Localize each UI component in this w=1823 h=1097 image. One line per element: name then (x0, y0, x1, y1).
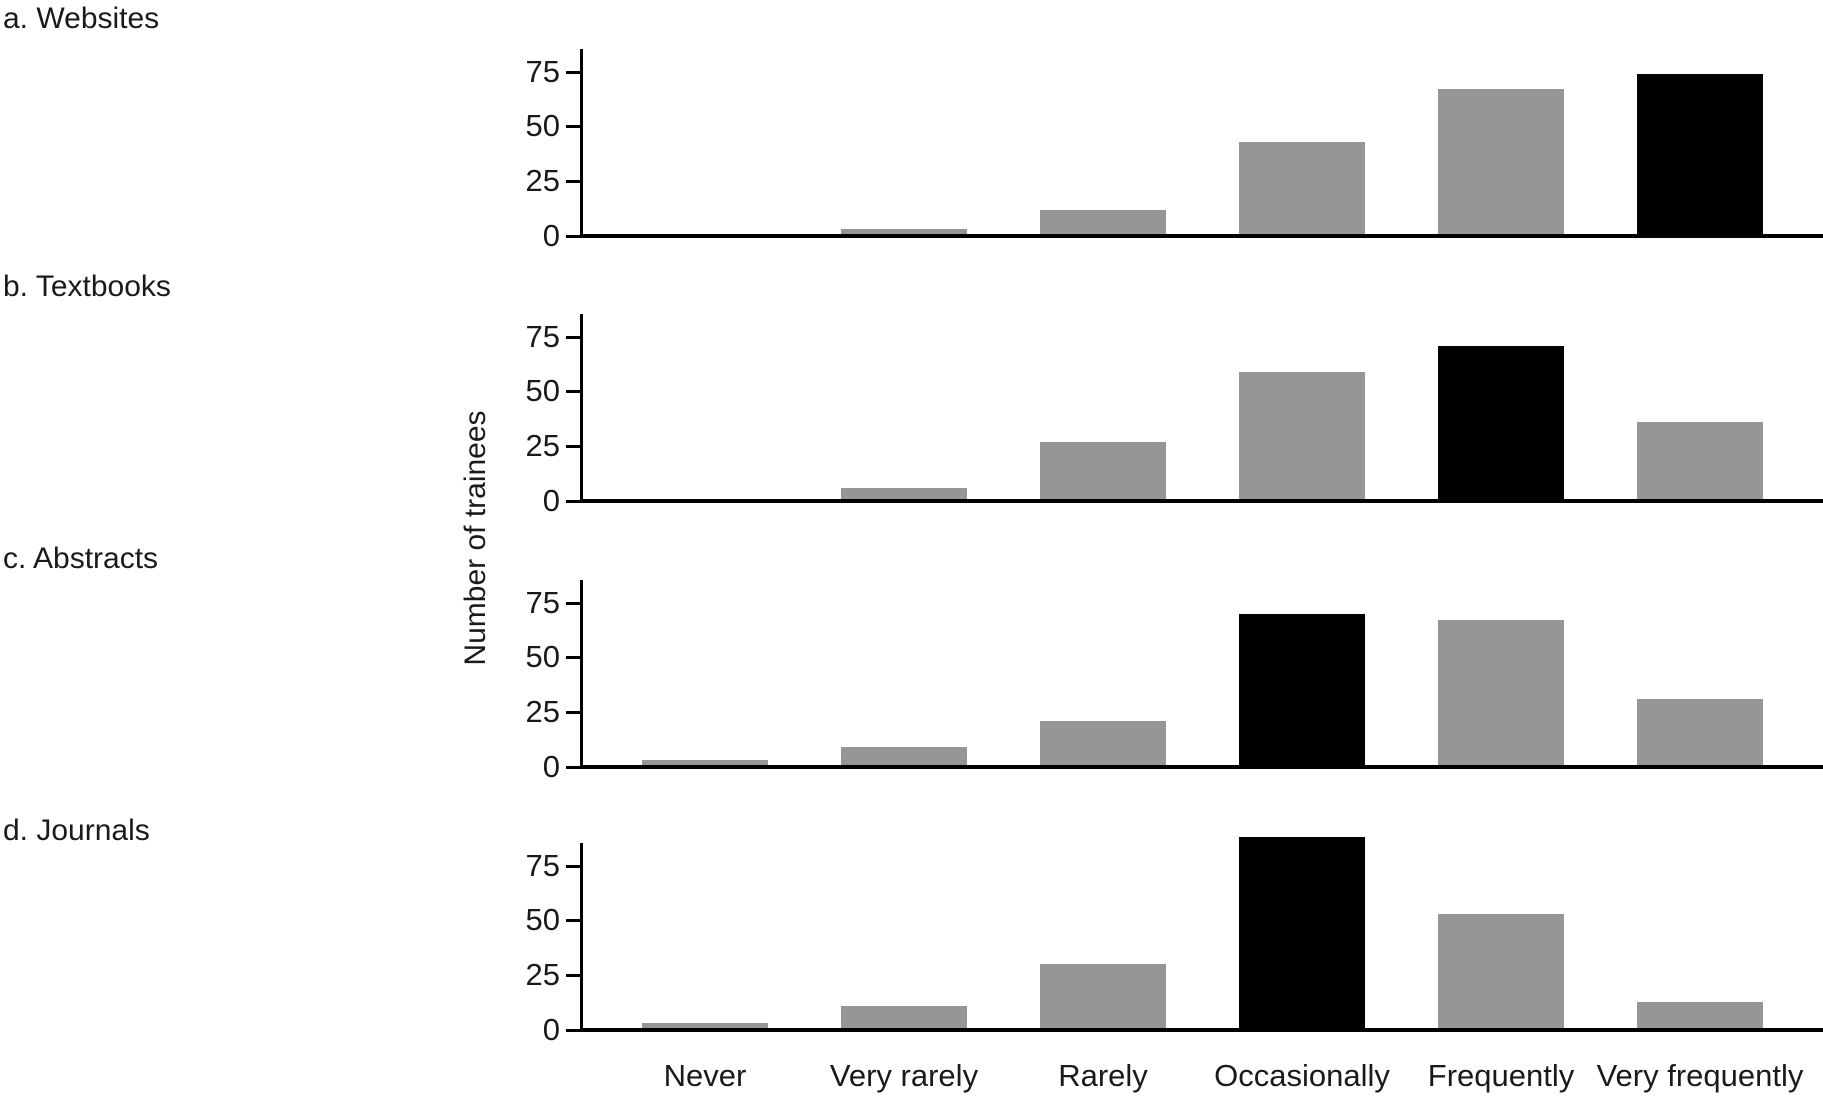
panel-title: c. Abstracts (3, 542, 159, 575)
y-axis-line (580, 314, 583, 501)
y-tick-label: 50 (525, 902, 560, 937)
bar-very-frequently (1637, 1002, 1763, 1030)
x-axis-line (580, 234, 1823, 238)
bar-very-rarely (841, 488, 967, 501)
y-tick-mark (566, 336, 580, 339)
bar-very-rarely (841, 747, 967, 767)
bar-frequently (1438, 89, 1564, 236)
y-tick-label: 0 (542, 483, 560, 518)
y-tick-label: 50 (525, 108, 560, 143)
y-tick-label: 75 (525, 54, 560, 89)
bar-very-rarely (841, 229, 967, 236)
y-tick-label: 25 (525, 428, 560, 463)
y-tick-mark (566, 919, 580, 922)
bar-rarely (1040, 442, 1166, 501)
bar-occasionally (1239, 614, 1365, 767)
x-axis-line (580, 765, 1823, 769)
bar-frequently (1438, 346, 1564, 501)
y-tick-mark (566, 865, 580, 868)
bar-never (642, 760, 768, 767)
y-tick-mark (566, 974, 580, 977)
panel-title: d. Journals (3, 814, 150, 847)
y-tick-label: 0 (542, 1012, 560, 1047)
x-category-label-frequently: Frequently (1427, 1058, 1575, 1093)
y-tick-mark (566, 656, 580, 659)
bar-never (642, 1023, 768, 1030)
bar-occasionally (1239, 372, 1365, 501)
x-category-label-very-frequently: Very frequently (1596, 1058, 1804, 1093)
y-axis-line (580, 580, 583, 767)
y-tick-mark (566, 766, 580, 769)
y-tick-mark (566, 180, 580, 183)
y-axis-line (580, 843, 583, 1030)
y-tick-mark (566, 711, 580, 714)
x-axis-line (580, 499, 1823, 503)
y-tick-label: 50 (525, 373, 560, 408)
bar-very-frequently (1637, 422, 1763, 501)
y-tick-mark (566, 500, 580, 503)
y-tick-mark (566, 602, 580, 605)
y-tick-label: 75 (525, 848, 560, 883)
x-axis-line (580, 1028, 1823, 1032)
x-category-label-never: Never (663, 1058, 747, 1093)
y-tick-label: 25 (525, 163, 560, 198)
bar-frequently (1438, 620, 1564, 767)
y-tick-mark (566, 125, 580, 128)
bar-occasionally (1239, 142, 1365, 236)
y-tick-label: 25 (525, 957, 560, 992)
y-tick-label: 0 (542, 749, 560, 784)
y-tick-label: 25 (525, 694, 560, 729)
y-tick-label: 0 (542, 218, 560, 253)
y-tick-mark (566, 1029, 580, 1032)
bar-rarely (1040, 210, 1166, 236)
bar-frequently (1438, 914, 1564, 1030)
bar-very-frequently (1637, 699, 1763, 767)
bar-occasionally (1239, 837, 1365, 1030)
x-category-label-occasionally: Occasionally (1214, 1058, 1390, 1093)
y-tick-mark (566, 445, 580, 448)
y-tick-mark (566, 71, 580, 74)
bar-very-frequently (1637, 74, 1763, 236)
bar-rarely (1040, 721, 1166, 767)
y-axis-line (580, 49, 583, 236)
y-tick-label: 75 (525, 585, 560, 620)
x-category-label-rarely: Rarely (1058, 1058, 1148, 1093)
x-category-label-very-rarely: Very rarely (829, 1058, 979, 1093)
y-tick-mark (566, 390, 580, 393)
bar-very-rarely (841, 1006, 967, 1030)
bar-rarely (1040, 964, 1166, 1030)
y-tick-label: 50 (525, 639, 560, 674)
panel-title: b. Textbooks (3, 270, 171, 303)
panel-title: a. Websites (3, 2, 160, 35)
y-tick-mark (566, 235, 580, 238)
y-tick-label: 75 (525, 319, 560, 354)
